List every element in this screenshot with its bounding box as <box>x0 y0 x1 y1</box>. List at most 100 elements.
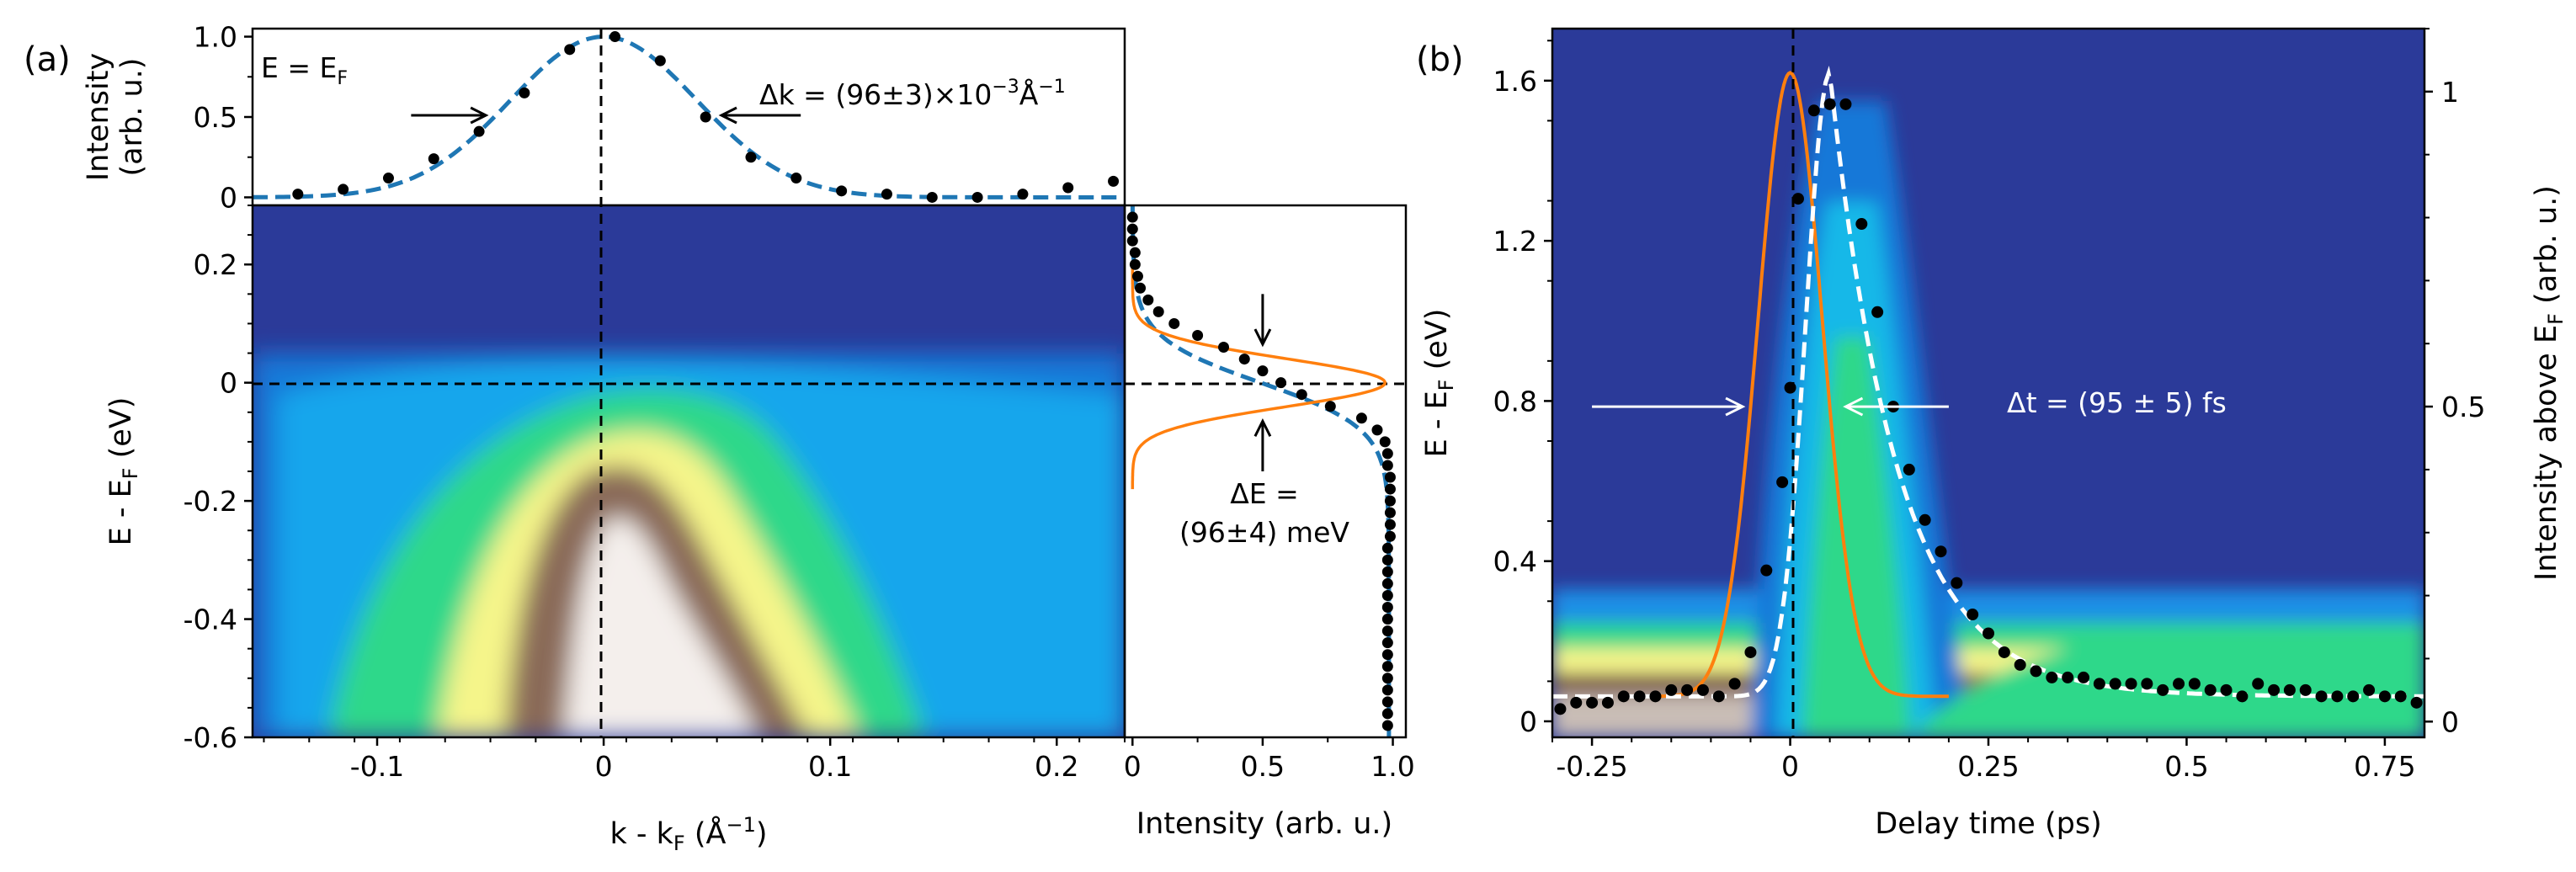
edc-point <box>1192 329 1204 341</box>
trace-point <box>2331 690 2344 703</box>
trace-point <box>2014 658 2026 671</box>
edc-point <box>1218 342 1230 354</box>
trace-point <box>2046 671 2058 683</box>
edc-point <box>1131 270 1143 282</box>
time-resolved-map: 1.6 1.2 0.8 0.4 0 -0.25 0 0.25 0.5 0.75 1 0.5 0 E - … <box>1420 27 2568 841</box>
b-ytick-right-label: 0.5 <box>2441 391 2485 423</box>
top-ytick-label: 1.0 <box>194 21 237 54</box>
edc-point <box>1324 401 1336 412</box>
edc-point <box>1384 530 1396 542</box>
arpes-map: 0.20-0.2-0.4-0.6-0.1 0 0.1 0.2 E - EF (eV) … <box>104 204 1126 855</box>
b-ylabel-left: E - EF (eV) <box>1420 309 1458 458</box>
trace-point <box>1903 463 1915 476</box>
edc-point <box>1381 614 1393 625</box>
trace-point <box>1696 683 1709 696</box>
b-ytick-left-label: 0.4 <box>1493 545 1537 578</box>
mdc-point <box>609 31 621 43</box>
map-xtick-label: 0.2 <box>1035 750 1078 783</box>
map-ytick-label: -0.6 <box>184 721 237 754</box>
edc-point <box>1381 661 1393 673</box>
trace-point <box>2252 678 2265 690</box>
edc-point <box>1168 317 1180 329</box>
mdc-point <box>1062 182 1074 194</box>
trace-point <box>1649 690 1662 703</box>
trace-point <box>1983 627 1994 640</box>
trace-point <box>2283 683 2296 696</box>
edc-point <box>1135 282 1147 294</box>
map-ylabel: E - EF (eV) <box>104 397 142 546</box>
trace-point <box>2299 683 2312 696</box>
edc-point <box>1381 696 1393 708</box>
b-ytick-left-label: 0 <box>1520 705 1537 738</box>
b-ytick-left-label: 1.2 <box>1493 225 1537 258</box>
trace-point <box>2141 678 2153 690</box>
edc-point <box>1152 306 1164 317</box>
trace-point <box>2093 678 2105 690</box>
edc-gaussian <box>1131 264 1386 490</box>
b-xtick-label: 0.5 <box>2164 750 2208 783</box>
b-xtick-label: 0 <box>1781 750 1799 783</box>
edc-point <box>1129 247 1141 258</box>
side-xtick-label: 1.0 <box>1370 750 1414 783</box>
mdc-point <box>564 44 576 56</box>
mdc-point <box>836 185 848 197</box>
condition-main: E = E <box>261 51 337 84</box>
edc-point <box>1257 365 1269 377</box>
mdc-point <box>971 191 983 203</box>
mdc-point <box>338 183 349 195</box>
trace-point <box>1871 306 1884 318</box>
mdc-point <box>428 153 439 165</box>
mdc-point <box>1017 189 1029 200</box>
edc-point <box>1384 507 1396 518</box>
edc-point <box>1129 258 1141 270</box>
trace-point <box>1760 564 1773 577</box>
b-ytick-right-label: 0 <box>2441 705 2459 738</box>
edc-point <box>1384 483 1396 495</box>
b-xtick-label: 0.75 <box>2354 750 2415 783</box>
b-ytick-right-label: 1 <box>2441 76 2459 109</box>
edc-point <box>1381 625 1393 637</box>
trace-point <box>1855 218 1868 231</box>
top-ytick-label: 0.5 <box>194 101 237 134</box>
edc-point <box>1381 554 1393 566</box>
map-ytick-label: -0.4 <box>184 603 237 636</box>
side-xtick-label: 0 <box>1124 750 1142 783</box>
edc-point <box>1126 211 1138 223</box>
condition-sub: F <box>337 68 348 89</box>
edc-point <box>1381 637 1393 649</box>
mdc-point <box>745 152 757 163</box>
mdc-point <box>292 189 304 200</box>
trace-point <box>2173 678 2185 690</box>
map-xlabel: k - kF (Å−1) <box>609 813 767 855</box>
delta-t-label: Δt = (95 ± 5) fs <box>2007 386 2227 419</box>
edc-point <box>1384 471 1396 483</box>
trace-point <box>1601 696 1614 709</box>
trace-point <box>1617 690 1630 703</box>
trace-point <box>1776 476 1789 488</box>
trace-point <box>1728 678 1741 690</box>
trace-point <box>2220 683 2233 696</box>
mdc-fit-curve <box>253 35 1125 199</box>
trace-point <box>1791 193 1804 205</box>
mdc-point <box>473 125 485 137</box>
trace-point <box>1633 690 1646 703</box>
edc-point <box>1381 577 1393 589</box>
mdc-point <box>654 55 666 66</box>
trace-point <box>1570 696 1583 709</box>
b-ylabel-right: Intensity above EF (arb. u.) <box>2530 185 2568 581</box>
edc-point <box>1379 436 1391 448</box>
edc-point <box>1371 424 1383 436</box>
b-ytick-left-label: 1.6 <box>1493 65 1537 98</box>
side-xlabel: Intensity (arb. u.) <box>1136 807 1392 841</box>
trace-point <box>2109 678 2121 690</box>
trace-point <box>2378 690 2391 703</box>
edc-point <box>1381 602 1393 614</box>
edc-point <box>1384 495 1396 507</box>
trace-point <box>2236 690 2249 703</box>
mdc-point <box>926 191 938 203</box>
trace-point <box>1712 690 1725 703</box>
map-xtick-label: -0.1 <box>350 750 404 783</box>
trace-point <box>1998 646 2010 658</box>
delta-k-text: Δk = (96±3)×10 <box>759 78 992 111</box>
